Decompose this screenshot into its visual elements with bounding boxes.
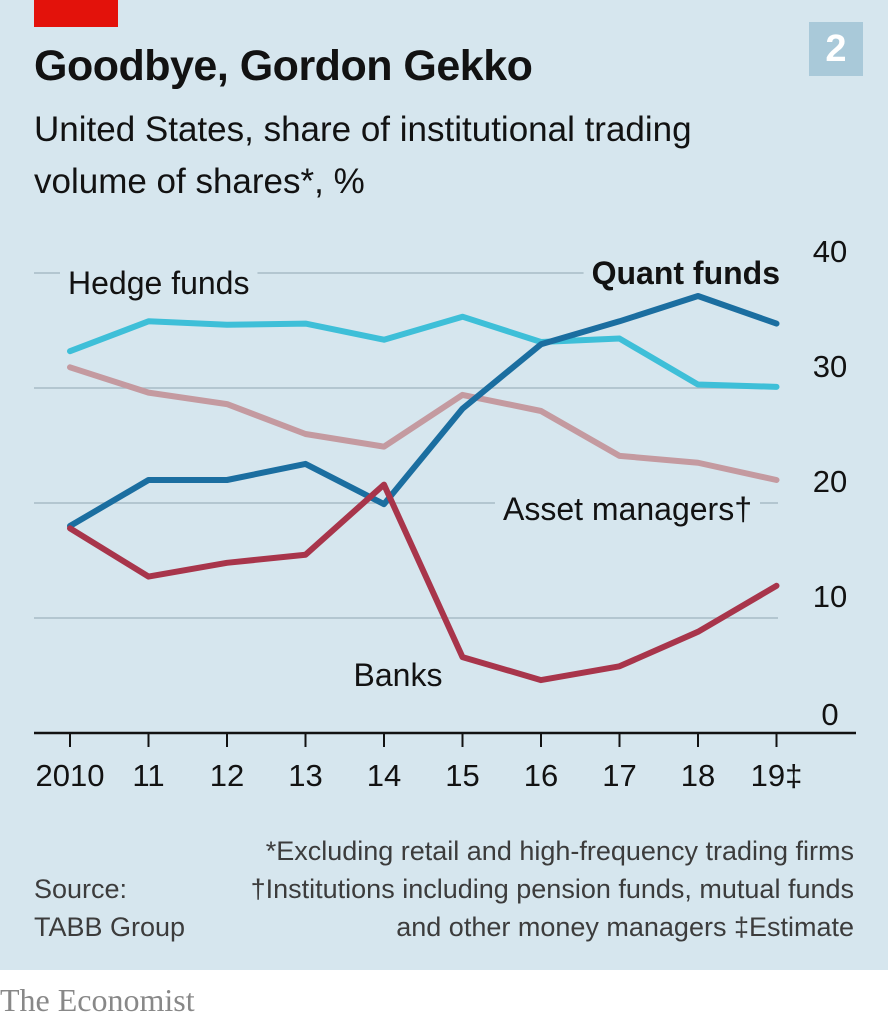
- footnote-line: and other money managers ‡Estimate: [396, 912, 854, 942]
- series-label-background: [583, 259, 788, 289]
- x-tick-label: 16: [524, 758, 558, 793]
- chart-title: Goodbye, Gordon Gekko: [34, 42, 533, 90]
- red-tag: [34, 0, 118, 27]
- x-tick-label: 18: [681, 758, 715, 793]
- x-tick-label: 12: [210, 758, 244, 793]
- chart-subtitle: United States, share of institutional tr…: [34, 110, 692, 201]
- x-tick-label: 11: [132, 758, 164, 793]
- x-tick-label: 13: [288, 758, 322, 793]
- y-tick-label: 40: [813, 234, 847, 269]
- footnotes: *Excluding retail and high-frequency tra…: [214, 832, 854, 946]
- line-chart: 0 10 20 30 40 2010 11 12 13 14 15 16 17 18 19‡ Hedge …: [34, 234, 856, 793]
- series-label-background: [345, 661, 451, 691]
- source-name: TABB Group: [34, 912, 186, 942]
- x-tick-label: 14: [367, 758, 401, 793]
- x-tick-label: 17: [602, 758, 636, 793]
- x-axis: 2010 11 12 13 14 15 16 17 18 19‡: [34, 731, 856, 793]
- x-tick-label: 2010: [36, 758, 105, 793]
- series-line: [67, 293, 780, 529]
- source-label: Source:: [34, 874, 128, 904]
- series-label-background: [60, 269, 258, 299]
- footnote-line: †Institutions including pension funds, m…: [250, 874, 854, 904]
- source-note: Source: TABB Group: [34, 870, 185, 946]
- y-tick-label: 0: [821, 697, 838, 732]
- chart-number-badge: 2: [809, 22, 863, 76]
- series-label: Banks: [354, 657, 443, 693]
- series-line: [67, 364, 780, 483]
- y-tick-label: 10: [813, 579, 847, 614]
- x-tick-label: 19‡: [751, 758, 803, 793]
- series-label: Asset managers†: [503, 491, 752, 527]
- series-line: [67, 313, 780, 390]
- x-tick-label: 15: [445, 758, 479, 793]
- chart-panel: [0, 0, 888, 970]
- series-label: Hedge funds: [68, 265, 249, 301]
- y-tick-label: 30: [813, 349, 847, 384]
- footnote-line: *Excluding retail and high-frequency tra…: [265, 836, 854, 866]
- series-lines: [67, 293, 780, 684]
- brand-logo-text: The Economist: [0, 982, 195, 1018]
- y-tick-label: 20: [813, 464, 847, 499]
- series-label: Quant funds: [592, 255, 780, 291]
- series-line: [67, 481, 780, 684]
- series-labels: Hedge funds Quant funds Asset managers† Ban…: [60, 255, 788, 693]
- series-label-background: [494, 495, 760, 525]
